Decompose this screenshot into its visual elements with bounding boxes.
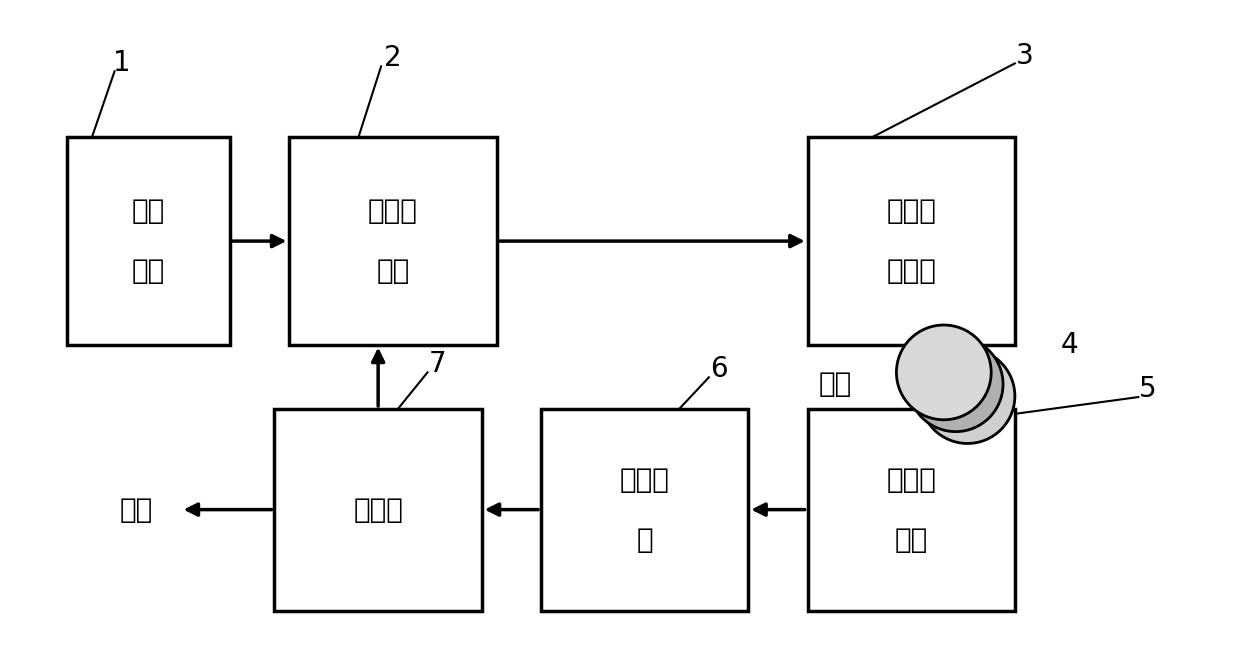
Text: 光电探: 光电探: [887, 467, 936, 495]
Ellipse shape: [920, 349, 1014, 443]
Text: 测器: 测器: [894, 526, 928, 554]
Text: 器: 器: [636, 526, 653, 554]
Ellipse shape: [897, 325, 991, 420]
Bar: [274, 409, 482, 611]
Text: 制器: 制器: [376, 256, 409, 284]
Text: 光陷波: 光陷波: [887, 197, 936, 225]
Text: 3: 3: [1016, 42, 1034, 70]
Text: 功分器: 功分器: [353, 496, 403, 524]
Text: 滤波器: 滤波器: [887, 256, 936, 284]
Text: 相位调: 相位调: [368, 197, 418, 225]
Text: 4: 4: [1060, 331, 1078, 359]
Bar: [289, 137, 496, 345]
Text: 6: 6: [711, 355, 728, 383]
Bar: [807, 137, 1014, 345]
Bar: [67, 137, 231, 345]
Text: 2: 2: [384, 44, 402, 72]
Text: 输出: 输出: [119, 495, 153, 523]
Text: 激光: 激光: [131, 197, 165, 225]
Text: 5: 5: [1140, 375, 1157, 403]
Text: 光纤: 光纤: [818, 370, 852, 398]
Text: 光源: 光源: [131, 256, 165, 284]
Text: 电放大: 电放大: [620, 467, 670, 495]
Bar: [541, 409, 748, 611]
Text: 7: 7: [429, 350, 446, 378]
Bar: [807, 409, 1014, 611]
Text: 1: 1: [113, 49, 130, 77]
Ellipse shape: [908, 337, 1003, 432]
